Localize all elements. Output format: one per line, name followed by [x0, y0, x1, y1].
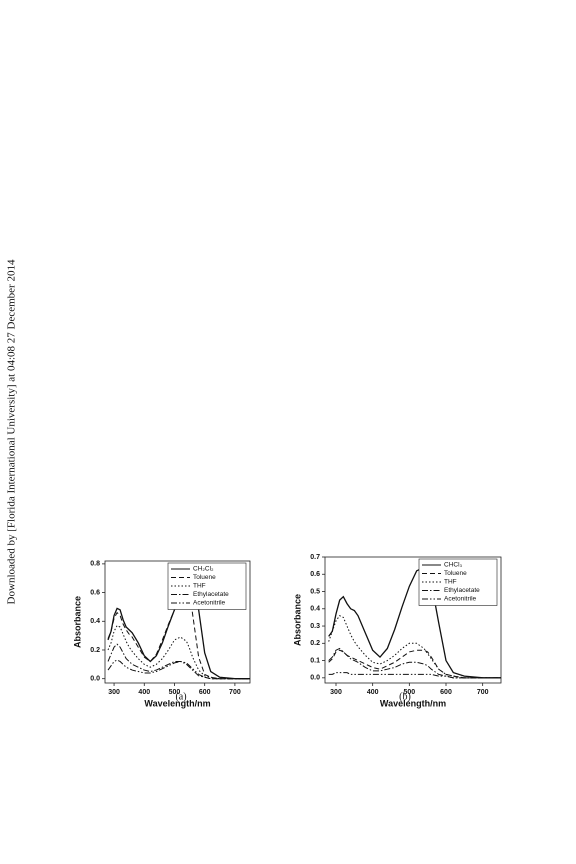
legend-label: THF — [444, 579, 457, 586]
data-line — [328, 615, 501, 679]
data-line — [107, 624, 250, 680]
x-axis-title: Wavelength/nm — [380, 698, 446, 708]
figure-caption: (b) — [399, 691, 411, 702]
data-line — [328, 672, 501, 679]
y-tick-label: 0.7 — [310, 554, 320, 561]
data-line — [328, 649, 501, 679]
plot-frame — [104, 560, 251, 684]
y-tick-label: 0.5 — [310, 588, 320, 595]
y-tick-label: 0.2 — [90, 647, 100, 654]
figure-caption: (a) — [175, 691, 186, 702]
y-tick-label: 0.0 — [90, 676, 100, 683]
x-tick-label: 500 — [169, 689, 181, 696]
chart: 300 400 500 600 700 0.0 0.2 0.4 0.6 0.8 Wavelength… — [72, 560, 251, 708]
x-tick-label: 600 — [440, 689, 452, 696]
legend-label: Acetonitrile — [193, 600, 226, 607]
y-tick-label: 0.8 — [90, 561, 100, 568]
legend-label: Acetonitrile — [444, 596, 477, 603]
x-tick-label: 700 — [477, 689, 489, 696]
y-tick-label: 0.6 — [310, 571, 320, 578]
y-tick-label: 0.2 — [310, 640, 320, 647]
y-tick-label: 0.3 — [310, 623, 320, 630]
legend-label: Toluene — [444, 570, 467, 577]
legend-box — [418, 558, 498, 606]
download-note: Downloaded by [Florida International Uni… — [6, 259, 18, 604]
data-line — [328, 566, 501, 679]
legend-label: Ethylacetate — [193, 591, 229, 598]
data-line — [107, 643, 250, 680]
y-tick-label: 0.6 — [90, 589, 100, 596]
legend-label: THF — [193, 583, 206, 590]
legend-label: Toluene — [193, 574, 216, 581]
y-axis-title: Absorbance — [72, 596, 82, 648]
legend-box — [167, 562, 247, 610]
x-tick-label: 300 — [330, 689, 342, 696]
x-tick-label: 500 — [403, 689, 415, 696]
legend-label: Ethylacetate — [444, 587, 480, 594]
y-tick-label: 0.4 — [310, 606, 320, 613]
plot-frame — [324, 556, 502, 684]
chart: 300 400 500 600 700 0.0 0.1 0.2 0.3 0.4 0.5 0.6 0.7 W… — [292, 554, 502, 708]
y-axis-title: Absorbance — [292, 594, 302, 646]
x-tick-label: 400 — [367, 689, 379, 696]
y-tick-label: 0.4 — [90, 618, 100, 625]
data-line — [107, 575, 250, 680]
legend-label: CHCl₃ — [444, 562, 463, 569]
x-tick-label: 300 — [108, 689, 120, 696]
data-line — [107, 659, 250, 680]
y-tick-label: 0.1 — [310, 657, 320, 664]
x-tick-label: 700 — [229, 689, 241, 696]
x-tick-label: 600 — [199, 689, 211, 696]
legend-label: CH₂Cl₂ — [193, 566, 214, 573]
y-tick-label: 0.0 — [310, 675, 320, 682]
x-axis-title: Wavelength/nm — [144, 698, 210, 708]
x-tick-label: 400 — [138, 689, 150, 696]
data-line — [328, 647, 501, 679]
data-line — [107, 588, 250, 680]
